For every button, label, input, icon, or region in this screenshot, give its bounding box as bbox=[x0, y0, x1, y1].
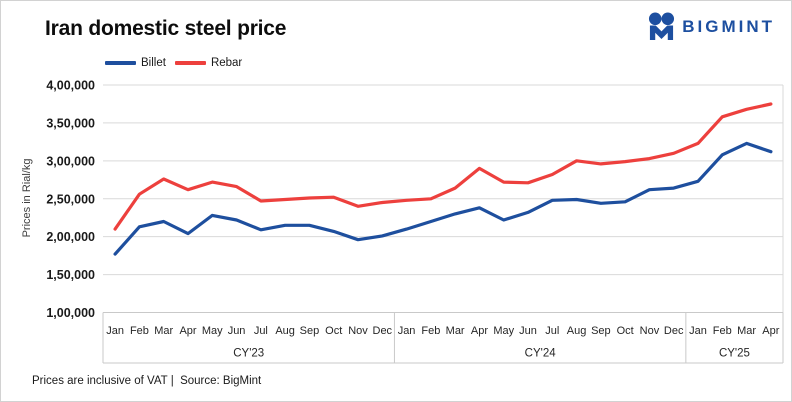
x-tick-month-label: Mar bbox=[154, 325, 173, 337]
x-tick-month-label: Dec bbox=[664, 325, 684, 337]
x-tick-month-label: Aug bbox=[567, 325, 587, 337]
x-tick-month-label: Nov bbox=[640, 325, 660, 337]
x-tick-month-label: Jun bbox=[228, 325, 246, 337]
x-tick-month-label: May bbox=[493, 325, 514, 337]
x-tick-month-label: Aug bbox=[275, 325, 295, 337]
x-tick-month-label: Nov bbox=[348, 325, 368, 337]
y-tick-label: 2,50,000 bbox=[46, 192, 95, 206]
x-tick-month-label: Mar bbox=[737, 325, 756, 337]
x-tick-month-label: Jan bbox=[398, 325, 416, 337]
x-tick-month-label: Apr bbox=[762, 325, 779, 337]
x-group-year-label: CY'23 bbox=[233, 348, 264, 360]
x-tick-month-label: Feb bbox=[713, 325, 732, 337]
x-group-year-label: CY'25 bbox=[719, 348, 750, 360]
x-tick-month-label: Feb bbox=[421, 325, 440, 337]
x-tick-month-label: Apr bbox=[179, 325, 196, 337]
x-tick-month-label: Jan bbox=[106, 325, 124, 337]
footer-note: Prices are inclusive of VAT | Source: Bi… bbox=[32, 375, 262, 387]
x-group-year-label: CY'24 bbox=[525, 348, 557, 360]
y-tick-label: 1,00,000 bbox=[46, 306, 95, 320]
series-line-billet bbox=[113, 141, 773, 256]
x-tick-month-label: Jun bbox=[519, 325, 537, 337]
y-tick-label: 4,00,000 bbox=[46, 79, 95, 93]
y-tick-label: 3,50,000 bbox=[46, 116, 95, 130]
x-tick-month-label: Jul bbox=[254, 325, 268, 337]
legend-label-rebar: Rebar bbox=[210, 57, 243, 69]
legend-swatch-rebar bbox=[174, 61, 206, 65]
x-tick-month-label: Mar bbox=[446, 325, 465, 337]
y-tick-label: 2,00,000 bbox=[46, 230, 95, 244]
legend-item-rebar: Rebar bbox=[174, 57, 243, 69]
x-tick-month-label: Dec bbox=[373, 325, 393, 337]
legend: Billet Rebar bbox=[105, 57, 242, 69]
series-line-rebar bbox=[113, 102, 773, 231]
x-tick-month-label: Jan bbox=[689, 325, 707, 337]
x-tick-month-label: Feb bbox=[130, 325, 149, 337]
x-tick-month-label: Sep bbox=[300, 325, 320, 337]
legend-swatch-billet bbox=[105, 61, 136, 65]
x-tick-month-label: Apr bbox=[471, 325, 488, 337]
x-tick-month-label: Jul bbox=[545, 325, 559, 337]
x-tick-month-label: Sep bbox=[591, 325, 611, 337]
brand-logo: BIGMINT bbox=[648, 12, 775, 41]
legend-item-billet: Billet bbox=[105, 57, 166, 69]
y-tick-label: 3,00,000 bbox=[46, 154, 95, 168]
y-axis-title: Prices in Rial/kg bbox=[21, 159, 33, 238]
page-title: Iran domestic steel price bbox=[45, 17, 287, 40]
x-tick-month-label: Oct bbox=[325, 325, 342, 337]
legend-label-billet: Billet bbox=[141, 57, 166, 69]
brand-name: BIGMINT bbox=[682, 16, 775, 36]
bigmint-logo-icon bbox=[648, 12, 675, 41]
y-tick-label: 1,50,000 bbox=[46, 268, 95, 282]
x-tick-month-label: Oct bbox=[617, 325, 634, 337]
x-tick-month-label: May bbox=[202, 325, 223, 337]
